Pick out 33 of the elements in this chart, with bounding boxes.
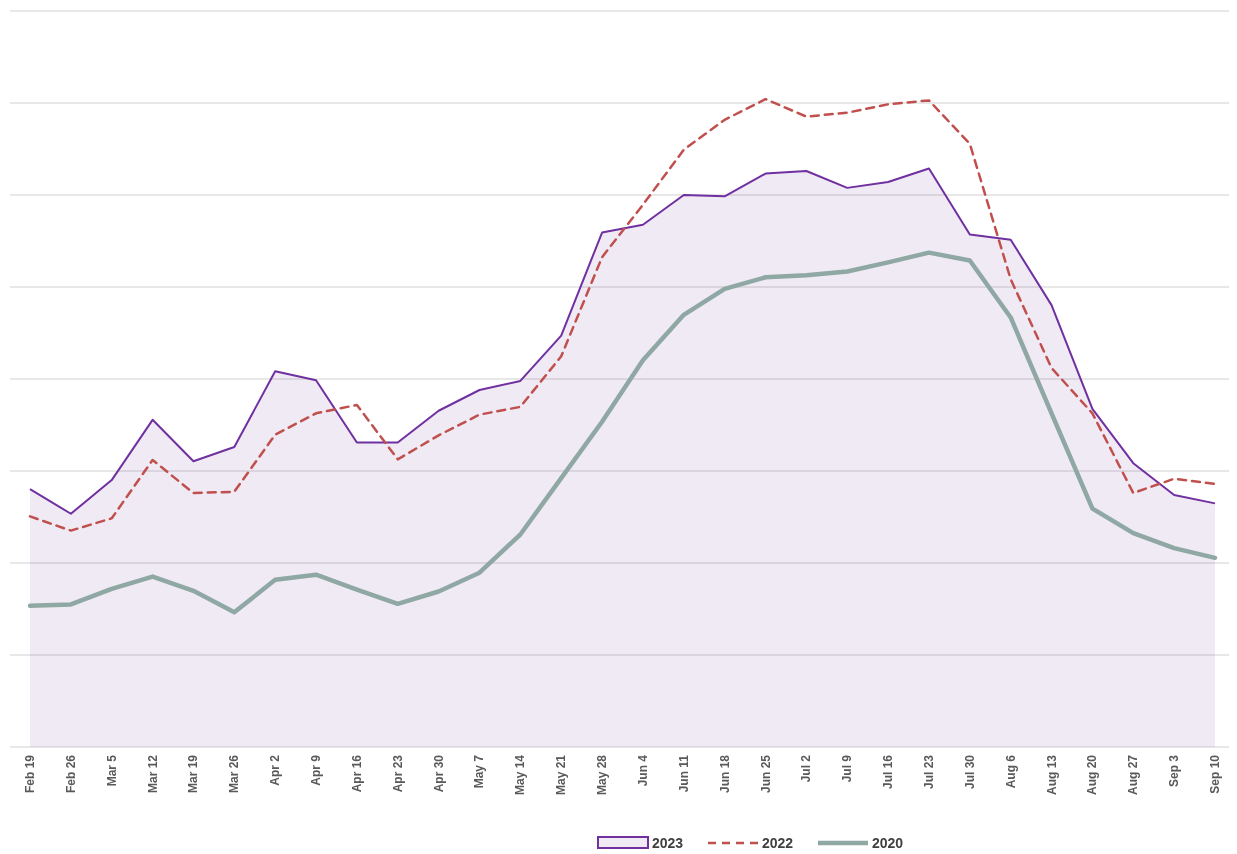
x-tick-label: Jun 25 [758,754,773,794]
x-tick-label: Aug 6 [1003,754,1018,789]
x-tick-label: May 28 [595,754,610,796]
x-tick-label: Feb 19 [23,754,37,794]
legend-label: 2023 [652,835,684,851]
legend-label: 2022 [762,835,794,851]
x-tick-label: Aug 13 [1044,754,1059,796]
legend-label: 2020 [872,835,904,851]
x-tick-label: May 7 [472,754,487,789]
x-tick-label: Sep 10 [1208,754,1222,794]
x-tick-label: Jul 9 [840,754,855,783]
x-tick-label: Jun 18 [717,754,732,794]
x-tick-label: Jul 16 [881,754,896,790]
x-tick-label: May 21 [554,754,569,796]
x-tick-label: Jul 2 [799,754,814,783]
x-tick-label: Mar 5 [104,754,119,787]
x-tick-label: Apr 16 [349,754,364,793]
x-tick-label: May 14 [513,754,528,796]
x-tick-label: Mar 26 [227,754,242,794]
x-tick-label: Feb 26 [63,754,78,794]
x-tick-label: Jun 11 [676,754,691,793]
x-tick-label: Mar 12 [145,754,160,794]
x-tick-label: Apr 23 [390,754,405,793]
x-tick-label: Sep 3 [1167,754,1182,788]
x-tick-label: Apr 30 [431,754,446,793]
x-tick-label: Apr 9 [309,754,324,786]
x-tick-label: Jun 4 [635,754,650,787]
x-tick-label: Jul 23 [921,754,936,790]
x-tick-label: Apr 2 [268,754,283,786]
x-tick-label: Jul 30 [962,754,977,790]
x-tick-label: Mar 19 [186,754,201,794]
x-tick-label: Aug 27 [1126,754,1141,796]
x-tick-label: Aug 20 [1085,754,1100,796]
